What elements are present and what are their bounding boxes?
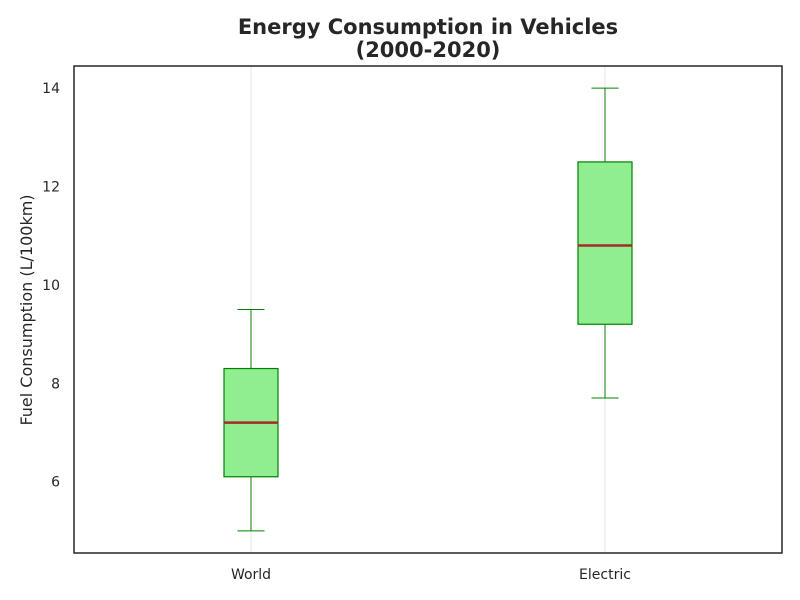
y-tick-label: 12 [42,180,60,196]
x-tick-label: Electric [579,567,631,583]
chart-title-line1: Energy Consumption in Vehicles [238,15,618,39]
chart-title-line2: (2000-2020) [356,38,501,62]
box-world [223,309,279,532]
plot-frame [73,65,783,554]
box-electric [577,87,633,399]
y-tick-label: 10 [42,278,60,294]
x-tick-label: World [231,567,271,583]
y-tick-label: 14 [42,81,60,97]
y-axis-label: Fuel Consumption (L/100km) [17,194,36,425]
y-tick-label: 6 [51,475,60,491]
y-tick-label: 8 [51,376,60,392]
grid-layer [250,66,606,553]
tick-layer: 6 8 10 12 14 World Electric [42,81,631,583]
box-layer [223,87,633,532]
iqr-box [577,161,633,325]
